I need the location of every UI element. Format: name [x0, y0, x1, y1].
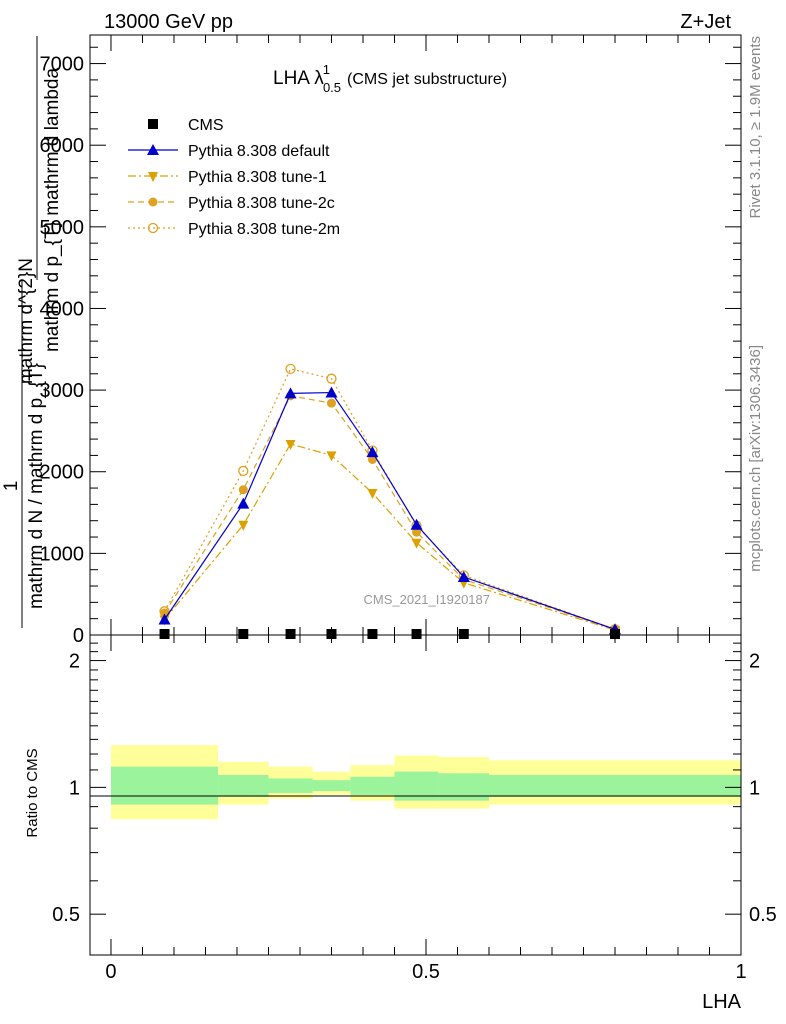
main-series-group	[158, 363, 621, 639]
legend-entry-label: Pythia 8.308 tune-1	[188, 169, 327, 186]
legend: CMS Pythia 8.308 default Pythia 8.308 tune…	[128, 117, 340, 238]
ratio-ytick-label-right: 0.5	[749, 904, 777, 926]
cms-data-point	[458, 629, 469, 639]
tune1-data-point	[238, 520, 249, 531]
ylabel-denominator-1: mathrm d p_{T} mathrm d lambda	[42, 68, 63, 352]
x-tick-labels: 0 0.5 1	[105, 961, 746, 983]
default-data-point	[325, 386, 338, 398]
ylabel-numerator-2: 1	[1, 481, 22, 492]
ratio-band-inner	[350, 776, 395, 795]
ratio-band-inner	[268, 778, 313, 793]
plot-title-suffix: (CMS jet substructure)	[347, 71, 507, 88]
tune2c-data-point	[412, 527, 422, 537]
tune2m-data-point	[147, 222, 159, 234]
cms-data-point	[159, 629, 170, 639]
main-ytick-label: 0	[73, 625, 84, 647]
legend-entry-label: Pythia 8.308 default	[188, 143, 330, 160]
tune2m-data-point	[238, 465, 249, 477]
cms-data-point	[326, 629, 337, 639]
ratio-band-inner	[110, 766, 219, 805]
mcplots-label: mcplots.cern.ch [arXiv:1306.3436]	[747, 345, 764, 572]
main-ytick-label: 3000	[40, 380, 85, 402]
legend-entry-label: Pythia 8.308 tune-2m	[188, 221, 340, 238]
default-data-point	[158, 613, 171, 625]
plot-title-subscript: 0.5	[323, 80, 341, 95]
ratio-bands	[110, 745, 741, 820]
series-line	[164, 443, 616, 631]
main-ytick-label: 6000	[40, 135, 85, 157]
main-y-tick-labels: 0 1000 2000 3000 4000 5000 6000 7000	[40, 54, 85, 647]
x-axis-label: LHA	[702, 991, 742, 1013]
default-data-point	[410, 518, 423, 530]
ratio-axis-ticks	[90, 635, 742, 955]
main-ytick-label: 1000	[40, 543, 85, 565]
ratio-ytick-label-right: 2	[749, 651, 760, 673]
default-data-point	[284, 387, 297, 399]
tune2c-data-point	[148, 197, 158, 207]
legend-entry-label: Pythia 8.308 tune-2c	[188, 195, 335, 212]
tune1-data-point	[285, 439, 296, 450]
ratio-panel-frame	[89, 634, 742, 956]
header-left-title: 13000 GeV pp	[104, 11, 233, 33]
ylabel-numerator-1: mathrm d^{2}N	[16, 258, 37, 384]
header-right-title: Z+Jet	[680, 11, 731, 33]
main-panel: 0 1000 2000 3000 4000 5000 6000 7000 LHA λ1 0.5 (…	[40, 34, 742, 647]
main-ytick-label: 5000	[40, 217, 85, 239]
tune1-data-point	[148, 172, 158, 182]
series-0	[159, 629, 620, 639]
main-axis-ticks	[90, 35, 742, 636]
ratio-ytick-label: 0.5	[52, 904, 80, 926]
main-ytick-label: 2000	[40, 462, 85, 484]
x-tick-label: 0	[105, 961, 116, 983]
ratio-band-inner	[218, 774, 269, 797]
ratio-ytick-label: 2	[69, 651, 80, 673]
main-ytick-label: 4000	[40, 298, 85, 320]
tune2c-data-point	[326, 398, 336, 408]
default-data-point	[457, 571, 470, 583]
ratio-ytick-label: 1	[69, 777, 80, 799]
x-tick-label: 1	[735, 961, 746, 983]
ratio-y-axis-label: Ratio to CMS	[24, 748, 41, 837]
series-line	[164, 395, 616, 630]
main-ytick-label: 7000	[40, 54, 85, 76]
ratio-y-tick-labels: 0.5 0.5 1 1 2 2	[52, 651, 777, 927]
main-y-axis-label: mathrm d^{2}N mathrm d p_{T} mathrm d la…	[1, 36, 63, 628]
ratio-ytick-label-right: 1	[749, 777, 760, 799]
rivet-version-label: Rivet 3.1.10, ≥ 1.9M events	[747, 36, 764, 219]
tune2m-data-point	[326, 373, 337, 384]
plot-title-main: LHA λ	[273, 68, 324, 89]
cms-data-point	[285, 629, 296, 639]
tune1-data-point	[326, 451, 337, 462]
cms-data-point	[411, 629, 422, 639]
plot-title: LHA λ1 0.5 (CMS jet substructure)	[273, 62, 507, 95]
cms-data-point	[609, 629, 620, 639]
tune1-data-point	[411, 538, 422, 549]
x-tick-label: 0.5	[412, 961, 440, 983]
ratio-band-inner	[312, 780, 351, 792]
default-data-point	[147, 144, 159, 155]
tune2c-data-point	[238, 485, 248, 495]
series-1	[158, 386, 621, 635]
tune2m-data-point	[285, 363, 296, 375]
ratio-panel: 0.5 0.5 1 1 2 2 Ratio to CMS	[24, 634, 777, 956]
cms-data-point	[148, 119, 158, 129]
plot-title-superscript: 1	[323, 62, 330, 77]
analysis-watermark: CMS_2021_I1920187	[364, 592, 491, 607]
cms-data-point	[367, 629, 378, 639]
tune2c-data-point	[367, 454, 377, 464]
ylabel-denominator-2: mathrm d N / mathrm d p_{T}	[26, 363, 47, 609]
cms-data-point	[238, 629, 249, 639]
series-line	[164, 368, 616, 630]
tune1-data-point	[367, 488, 378, 499]
ratio-band-inner	[438, 773, 489, 801]
legend-entry-label: CMS	[188, 117, 224, 134]
ratio-band-inner	[488, 774, 741, 797]
series-line	[164, 391, 616, 630]
default-data-point	[237, 497, 250, 509]
default-data-point	[366, 446, 379, 458]
